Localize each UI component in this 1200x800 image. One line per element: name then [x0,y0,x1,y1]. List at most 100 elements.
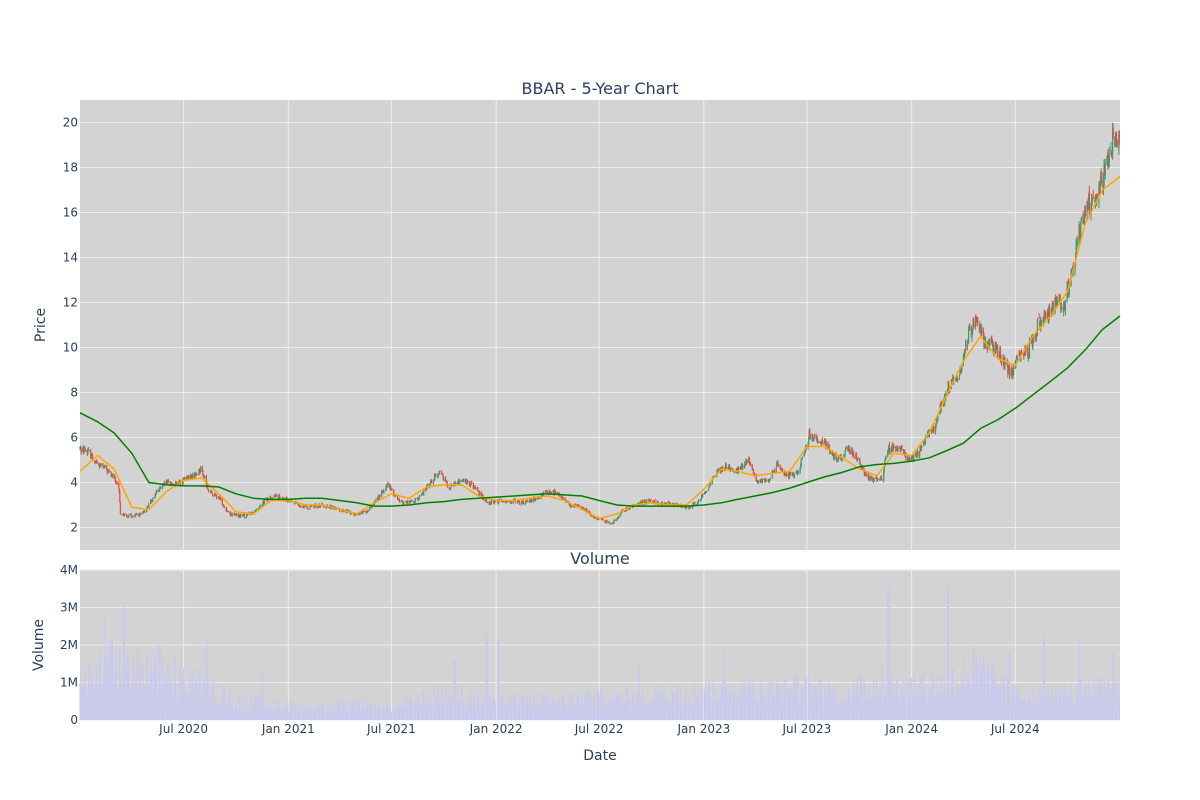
volume-bar [857,679,859,720]
volume-bar [405,706,407,720]
candle-body [987,342,990,345]
volume-bar [581,697,583,720]
volume-bar [350,702,352,720]
volume-bar [1112,652,1114,720]
candle-body [1118,134,1120,149]
candle-body [768,479,770,483]
candle-body [1091,200,1093,204]
volume-bar [291,713,293,720]
volume-bar [537,707,539,720]
volume-bar [554,703,556,720]
candle-body [509,501,511,503]
price-y-tick-label: 12 [63,296,78,310]
candle-body [785,473,788,475]
volume-bar [536,701,538,720]
volume-bar [983,662,985,720]
candle-body [726,467,728,470]
volume-bar [960,689,962,720]
volume-bar [232,706,234,720]
volume-bar [426,706,428,720]
candle-body [164,482,166,485]
volume-bar [178,679,180,720]
volume-bar [823,707,825,720]
volume-bar [750,686,752,720]
candle-body [472,483,474,489]
volume-bar [171,689,173,720]
candle-body [445,480,447,482]
candle-body [103,466,106,469]
volume-bar [480,701,482,720]
volume-bar [785,702,787,720]
candle-body [323,505,325,508]
volume-bar [450,701,452,720]
volume-bar [1044,693,1046,720]
candle-body [835,453,837,459]
volume-bar [756,700,758,720]
volume-bar [924,696,926,720]
volume-bar [584,700,586,720]
volume-bar [865,700,867,720]
volume-bar [590,695,592,720]
volume-bar [389,708,391,720]
candle-body [526,500,529,502]
candle-body [797,472,799,474]
volume-bar [1100,678,1102,720]
volume-bar [130,694,132,720]
candle-body [803,454,805,457]
candle-body [738,467,740,470]
volume-bar [151,671,153,720]
volume-bar [549,699,551,720]
candle-body [981,327,983,333]
volume-bar [434,699,436,720]
candle-body [852,452,855,457]
volume-bar [512,692,514,720]
candle-body [982,329,984,337]
volume-bar [859,676,861,720]
volume-bar [800,697,802,720]
candle-body [556,492,559,494]
volume-bar [1084,689,1086,720]
volume-bar [944,687,946,720]
candle-body [171,483,173,485]
volume-bar [262,704,264,720]
volume-bar [1095,698,1097,720]
volume-bar [630,708,632,720]
volume-bar [817,683,819,720]
candle-body [809,435,811,439]
volume-bar [291,700,293,720]
volume-bar [334,710,336,720]
candle-body [1076,240,1078,245]
volume-bar [642,689,644,720]
volume-bar [373,704,375,720]
volume-bar [456,684,458,720]
candle-body [231,513,233,516]
volume-bar [528,698,530,720]
volume-bar [1043,633,1045,720]
volume-bar [968,676,970,720]
candle-body [596,519,599,521]
candle-body [1044,312,1046,315]
candle-body [463,479,465,481]
volume-bar [880,669,882,720]
candle-body [868,478,870,480]
volume-bar [843,702,845,720]
volume-bar [920,692,922,720]
candle-body [169,481,172,486]
volume-bar [299,707,301,720]
volume-bar [477,705,479,720]
volume-bar [721,686,723,720]
volume-bar [488,695,490,720]
volume-bar [1014,684,1016,720]
volume-bar [159,645,161,720]
volume-bar [411,698,413,720]
candle-body [525,501,527,504]
volume-bar [996,682,998,720]
volume-bar [139,652,141,720]
volume-bar [453,660,455,720]
volume-bar [971,677,973,720]
volume-bar [114,677,116,720]
volume-bar [752,683,754,720]
volume-bar [856,683,858,720]
candle-body [176,482,178,484]
volume-bar [321,702,323,720]
